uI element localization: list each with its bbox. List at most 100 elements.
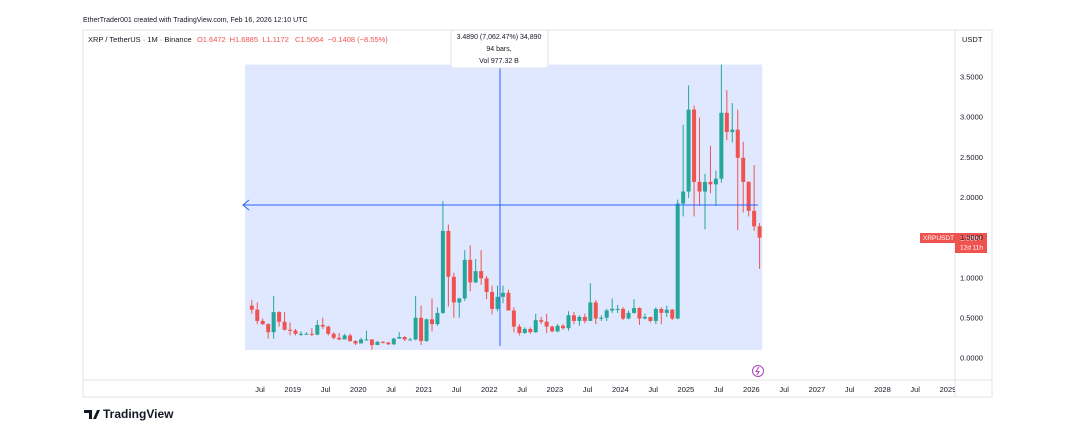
- x-tick-label: Jul: [648, 385, 658, 394]
- measure-range: [245, 64, 763, 350]
- candle-body: [653, 308, 658, 321]
- y-tick-label: 1.5000: [960, 233, 983, 242]
- candle-body: [446, 230, 451, 277]
- x-tick-label: Jul: [779, 385, 789, 394]
- measure-tooltip: [450, 29, 549, 69]
- measure-text: 3.4890 (7,062.47%) 34,890: [457, 34, 542, 41]
- candle-body: [293, 330, 298, 334]
- candle-body: [708, 181, 713, 185]
- candle-body: [435, 312, 440, 325]
- candle-body: [309, 333, 314, 335]
- candle-body: [369, 339, 374, 346]
- candle-body: [484, 278, 489, 293]
- y-tick-label: 0.5000: [960, 314, 983, 323]
- candle-body: [397, 337, 402, 339]
- x-tick-label: 2023: [546, 385, 563, 394]
- candle-body: [697, 181, 702, 192]
- candle-body: [342, 335, 347, 340]
- candle-body: [506, 292, 511, 311]
- logo-mark: [84, 410, 100, 419]
- candle-body: [440, 230, 445, 313]
- candle-body: [462, 259, 467, 299]
- candle-body: [561, 325, 566, 329]
- candle-body: [271, 312, 276, 333]
- candle-body: [315, 324, 320, 335]
- x-tick-label: 2020: [350, 385, 367, 394]
- candle-body: [386, 342, 391, 345]
- candle-body: [266, 324, 271, 333]
- candle-body: [735, 129, 740, 158]
- legend-value: −0.1408 (−8.55%): [328, 35, 389, 44]
- y-tick-label: 3.0000: [960, 113, 983, 122]
- x-tick-label: 2021: [415, 385, 432, 394]
- candle-body: [615, 308, 620, 310]
- candle-body: [724, 112, 729, 133]
- candle-body: [277, 312, 282, 322]
- candle-body: [380, 341, 385, 343]
- candle-body: [359, 339, 364, 344]
- symbol-tag: XRPUSDT: [923, 235, 954, 242]
- events-icon[interactable]: [752, 365, 764, 377]
- candle-body: [593, 302, 598, 319]
- candle-body: [757, 226, 762, 238]
- x-axis: Jul 2019 Jul 2020 Jul 2021 Jul 2022 Jul 2023 Jul 20…: [255, 385, 957, 394]
- x-tick-label: Jul: [583, 385, 593, 394]
- candle-body: [659, 308, 664, 313]
- x-tick-label: 2024: [612, 385, 629, 394]
- measure-arrow: [242, 199, 250, 211]
- candle-body: [249, 305, 254, 310]
- y-tick-label: 1.0000: [960, 273, 983, 282]
- candle-body: [468, 259, 473, 283]
- candle-body: [599, 317, 604, 319]
- x-tick-label: Jul: [321, 385, 331, 394]
- candle-body: [391, 338, 396, 345]
- candle-body: [353, 341, 358, 344]
- candle-body: [364, 339, 369, 341]
- x-tick-label: Jul: [255, 385, 265, 394]
- candle-body: [692, 109, 697, 182]
- candle-body: [320, 324, 325, 327]
- candle-body: [632, 308, 637, 313]
- x-tick-label: 2019: [284, 385, 301, 394]
- x-tick-label: Jul: [386, 385, 396, 394]
- candle-body: [408, 339, 413, 341]
- plot: [245, 64, 763, 350]
- candle-body: [577, 316, 582, 321]
- candle-body: [479, 271, 484, 279]
- candle-body: [637, 308, 642, 319]
- x-tick-label: 2027: [809, 385, 826, 394]
- candle-body: [675, 203, 680, 319]
- candle-body: [604, 310, 609, 318]
- candle-body: [522, 328, 527, 333]
- candle-body: [473, 271, 478, 283]
- candle-body: [670, 309, 675, 319]
- x-tick-label: 2026: [743, 385, 760, 394]
- candle-body: [588, 302, 593, 321]
- candle-body: [582, 316, 587, 321]
- candle-body: [260, 320, 265, 325]
- candle-body: [511, 310, 516, 327]
- x-tick-label: 2029: [940, 385, 957, 394]
- candle-body: [681, 191, 686, 204]
- candle-body: [686, 109, 691, 192]
- measure-text: 94 bars,: [486, 46, 511, 53]
- x-tick-label: Jul: [910, 385, 920, 394]
- measure-text: Vol 977.32 B: [479, 58, 519, 65]
- header: EtherTrader001 created with TradingView.…: [83, 17, 308, 24]
- x-tick-label: 2028: [874, 385, 891, 394]
- candle-body: [741, 157, 746, 182]
- candle-body: [255, 309, 260, 321]
- candle-body: [746, 181, 751, 211]
- candle-body: [331, 333, 336, 338]
- candle-body: [719, 112, 724, 179]
- candle-body: [375, 341, 380, 346]
- candle-body: [752, 210, 757, 227]
- candle-body: [571, 315, 576, 321]
- candle-body: [337, 337, 342, 340]
- candle-body: [402, 337, 407, 340]
- events-icon-bolt: [755, 366, 760, 376]
- candle-body: [282, 321, 287, 330]
- candle-body: [664, 309, 669, 313]
- candle-body: [419, 317, 424, 342]
- price-label-bg: [955, 233, 987, 253]
